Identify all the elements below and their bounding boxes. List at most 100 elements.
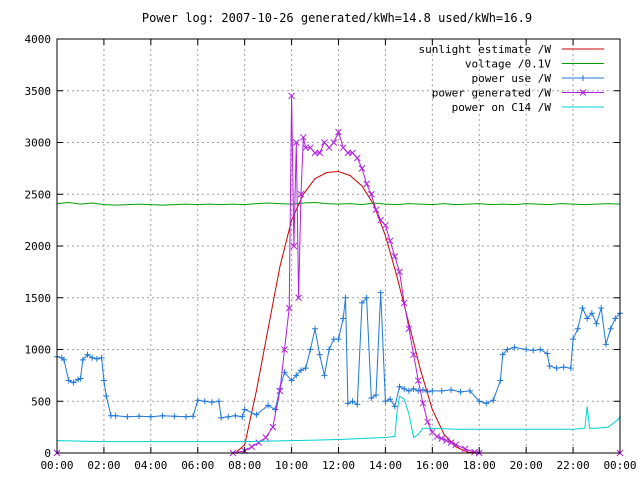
data-point — [239, 413, 246, 420]
y-tick-label: 3000 — [25, 137, 52, 150]
data-point — [391, 252, 399, 260]
data-point — [490, 397, 497, 404]
data-point — [288, 92, 295, 100]
data-point — [342, 294, 349, 301]
data-point — [112, 412, 119, 419]
x-tick-label: 02:00 — [87, 459, 120, 472]
data-point — [299, 133, 307, 141]
data-point — [136, 413, 143, 420]
data-point — [382, 221, 389, 229]
data-point — [607, 325, 614, 332]
data-point — [100, 377, 107, 384]
data-point — [190, 413, 197, 420]
chart-title: Power log: 2007-10-26 generated/kWh=14.8… — [142, 11, 532, 25]
data-point — [262, 434, 270, 441]
data-point — [358, 299, 365, 306]
data-point — [373, 392, 380, 399]
data-point — [353, 154, 361, 162]
data-point — [553, 365, 560, 372]
data-point — [171, 413, 178, 420]
data-point — [396, 268, 403, 276]
data-point — [452, 441, 460, 449]
data-point — [504, 346, 511, 353]
data-point — [602, 341, 609, 348]
data-point — [248, 443, 256, 451]
data-point — [255, 439, 263, 447]
data-point — [424, 418, 431, 426]
data-point — [183, 413, 190, 420]
data-point — [292, 139, 300, 146]
series-1 — [56, 201, 621, 206]
x-tick-label: 16:00 — [416, 459, 449, 472]
data-point — [391, 403, 398, 410]
series-line — [56, 201, 621, 206]
x-tick-label: 14:00 — [369, 459, 402, 472]
data-point — [499, 351, 506, 358]
y-tick-label: 1500 — [25, 292, 52, 305]
data-point — [363, 294, 370, 301]
data-point — [321, 372, 328, 379]
data-point — [159, 412, 166, 419]
data-point — [537, 346, 544, 353]
data-point — [354, 401, 361, 408]
data-point — [147, 413, 154, 420]
data-point — [276, 387, 284, 395]
data-point — [560, 364, 567, 371]
data-point — [410, 385, 417, 392]
data-point — [241, 406, 248, 413]
data-point — [433, 433, 441, 440]
legend-marker — [579, 89, 587, 96]
data-point — [598, 305, 605, 312]
x-tick-label: 00:00 — [40, 459, 73, 472]
data-point — [340, 315, 347, 322]
data-point — [285, 304, 293, 312]
data-point — [368, 395, 375, 402]
data-point — [570, 336, 577, 343]
data-point — [476, 398, 483, 405]
data-point — [297, 367, 304, 374]
y-tick-label: 0 — [44, 447, 51, 460]
data-point — [410, 351, 417, 359]
data-point — [281, 369, 288, 376]
y-tick-label: 2000 — [25, 240, 52, 253]
data-point — [363, 180, 371, 188]
data-point — [293, 372, 300, 379]
data-point — [579, 305, 586, 312]
data-point — [612, 315, 619, 322]
data-point — [194, 397, 201, 404]
data-point — [79, 356, 86, 363]
y-tick-label: 500 — [31, 395, 51, 408]
data-point — [438, 435, 446, 442]
legend-label: power generated /W — [432, 87, 552, 100]
data-point — [405, 325, 413, 333]
data-point — [208, 399, 215, 406]
data-point — [387, 396, 394, 403]
data-point — [84, 351, 91, 358]
data-point — [61, 356, 68, 363]
series-line — [234, 170, 480, 454]
data-point — [288, 377, 295, 384]
data-point — [358, 165, 366, 172]
data-point — [530, 347, 537, 354]
data-point — [419, 399, 427, 407]
data-point — [414, 377, 422, 384]
data-point — [344, 400, 351, 407]
legend-label: power on C14 /W — [452, 101, 552, 114]
legend-label: sunlight estimate /W — [419, 43, 552, 56]
data-point — [124, 413, 131, 420]
data-point — [269, 423, 277, 431]
x-tick-label: 20:00 — [510, 459, 543, 472]
data-point — [253, 411, 260, 418]
data-point — [201, 398, 208, 405]
data-point — [215, 398, 222, 405]
data-point — [523, 346, 530, 353]
x-tick-label: 18:00 — [463, 459, 496, 472]
data-point — [349, 398, 356, 405]
y-tick-label: 3500 — [25, 85, 52, 98]
series-4 — [56, 395, 621, 443]
x-tick-label: 12:00 — [322, 459, 355, 472]
legend-label: voltage /0.1V — [465, 58, 551, 71]
data-point — [382, 398, 389, 405]
